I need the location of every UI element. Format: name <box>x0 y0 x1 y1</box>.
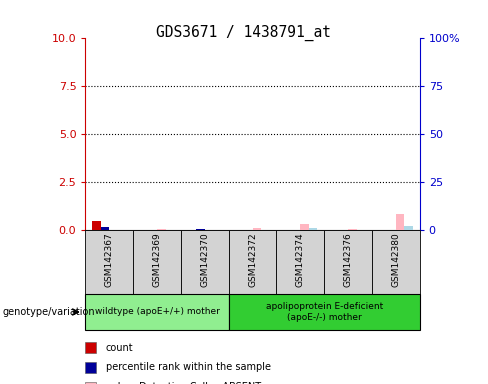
Bar <box>196 229 205 230</box>
Text: percentile rank within the sample: percentile rank within the sample <box>106 362 271 372</box>
Text: GSM142370: GSM142370 <box>200 232 209 287</box>
Text: GSM142374: GSM142374 <box>296 232 305 286</box>
Text: genotype/variation: genotype/variation <box>2 307 95 317</box>
Text: GSM142369: GSM142369 <box>153 232 162 287</box>
Bar <box>300 224 309 230</box>
Text: apolipoprotein E-deficient
(apoE-/-) mother: apolipoprotein E-deficient (apoE-/-) mot… <box>265 302 383 322</box>
Text: value, Detection Call = ABSENT: value, Detection Call = ABSENT <box>106 382 261 384</box>
Text: GSM142367: GSM142367 <box>105 232 114 287</box>
Text: wildtype (apoE+/+) mother: wildtype (apoE+/+) mother <box>95 308 220 316</box>
Bar <box>92 221 101 230</box>
Bar <box>405 225 413 230</box>
Bar <box>309 228 318 230</box>
Bar <box>157 229 165 230</box>
Text: GDS3671 / 1438791_at: GDS3671 / 1438791_at <box>157 25 331 41</box>
Bar <box>253 228 261 230</box>
Text: count: count <box>106 343 134 353</box>
Bar <box>348 229 357 230</box>
Bar <box>101 227 109 230</box>
Bar <box>396 214 405 230</box>
Text: GSM142380: GSM142380 <box>391 232 400 287</box>
Text: GSM142376: GSM142376 <box>344 232 352 287</box>
Text: GSM142372: GSM142372 <box>248 232 257 286</box>
